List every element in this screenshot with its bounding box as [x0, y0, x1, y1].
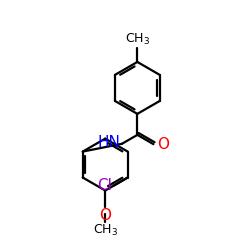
Text: Cl: Cl	[97, 178, 112, 193]
Text: CH$_3$: CH$_3$	[93, 223, 118, 238]
Text: O: O	[99, 208, 111, 223]
Text: O: O	[157, 137, 169, 152]
Text: HN: HN	[97, 135, 120, 150]
Text: CH$_3$: CH$_3$	[125, 32, 150, 47]
